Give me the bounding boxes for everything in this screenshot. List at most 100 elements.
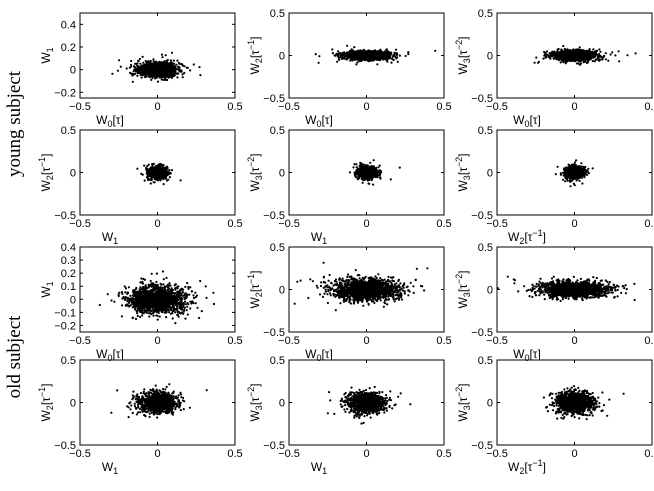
- data-point: [165, 63, 168, 66]
- data-point: [562, 44, 565, 48]
- data-point: [157, 74, 160, 77]
- data-point: [372, 51, 375, 54]
- data-point: [154, 64, 158, 67]
- x-tick-label: −0.5: [69, 101, 91, 113]
- data-point: [145, 70, 148, 73]
- data-point: [136, 167, 139, 170]
- data-point: [146, 178, 150, 181]
- axes-frame: [79, 12, 236, 99]
- data-point: [537, 60, 541, 64]
- data-point: [591, 59, 594, 63]
- data-point: [164, 54, 167, 57]
- data-point: [181, 63, 184, 66]
- points-y1: [111, 51, 202, 83]
- data-point: [355, 52, 358, 55]
- data-point: [591, 50, 594, 53]
- data-point: [141, 72, 144, 76]
- data-point: [143, 72, 146, 75]
- data-point: [165, 78, 168, 82]
- data-point: [360, 59, 363, 62]
- data-point: [337, 58, 341, 61]
- data-point: [143, 164, 146, 167]
- data-point: [140, 64, 143, 67]
- y-tick-label: 0.2: [61, 42, 76, 54]
- data-point: [567, 57, 570, 60]
- data-point: [363, 51, 366, 54]
- data-point: [563, 56, 567, 60]
- data-point: [160, 53, 164, 56]
- data-point: [535, 56, 538, 59]
- x-tick-label: −0.5: [278, 101, 300, 113]
- x-tick-label: 0.5: [227, 101, 242, 113]
- data-point: [345, 57, 348, 60]
- data-point: [349, 59, 352, 62]
- data-point: [172, 74, 176, 78]
- data-point: [119, 65, 122, 68]
- data-point: [180, 70, 183, 73]
- data-point: [165, 64, 168, 68]
- data-point: [336, 60, 339, 63]
- data-point: [129, 63, 133, 66]
- data-point: [579, 55, 582, 58]
- data-point: [543, 54, 546, 57]
- data-point: [341, 52, 344, 55]
- data-point: [152, 67, 155, 70]
- data-point: [381, 55, 384, 58]
- data-point: [139, 62, 142, 65]
- data-point: [192, 63, 195, 66]
- data-point: [169, 75, 172, 78]
- data-point: [139, 73, 142, 76]
- data-point: [173, 72, 176, 75]
- data-point: [600, 56, 604, 59]
- data-point: [543, 50, 546, 54]
- data-point: [567, 52, 571, 55]
- data-point: [152, 58, 155, 61]
- data-point: [601, 58, 604, 61]
- row-label-old: old subject: [4, 315, 25, 399]
- data-point: [585, 53, 588, 57]
- data-point: [595, 53, 599, 56]
- data-point: [395, 57, 398, 60]
- data-point: [554, 51, 558, 54]
- data-point: [380, 52, 383, 55]
- data-point: [548, 52, 551, 55]
- data-point: [155, 60, 158, 63]
- x-axis-label: W0[τ]: [513, 113, 541, 129]
- data-point: [589, 55, 592, 58]
- data-point: [582, 51, 585, 54]
- data-point: [375, 50, 378, 54]
- x-tick-label: 0: [571, 101, 577, 113]
- data-point: [385, 48, 388, 51]
- data-point: [585, 61, 589, 64]
- data-point: [118, 59, 121, 62]
- data-point: [339, 51, 342, 55]
- data-point: [129, 71, 132, 74]
- data-point: [372, 59, 375, 62]
- data-point: [136, 62, 139, 65]
- y-axis-label: W1: [39, 47, 55, 63]
- data-point: [170, 61, 173, 64]
- data-point: [369, 52, 372, 55]
- data-point: [575, 52, 578, 55]
- data-point: [387, 50, 390, 53]
- data-point: [391, 55, 394, 58]
- data-point: [373, 57, 376, 60]
- data-point: [161, 56, 164, 59]
- data-point: [557, 53, 560, 57]
- data-point: [398, 54, 401, 57]
- data-point: [175, 63, 178, 66]
- data-point: [545, 50, 549, 53]
- data-point: [159, 62, 162, 65]
- data-point: [136, 70, 139, 73]
- x-axis-label: W0[τ]: [305, 113, 333, 129]
- data-point: [355, 55, 359, 58]
- y-axis-label: W3[τ−2]: [454, 36, 472, 74]
- data-point: [553, 50, 556, 53]
- data-point: [137, 59, 140, 63]
- x-tick-label: 0: [363, 101, 369, 113]
- data-point: [317, 61, 320, 64]
- data-point: [572, 53, 575, 57]
- data-point: [554, 55, 557, 59]
